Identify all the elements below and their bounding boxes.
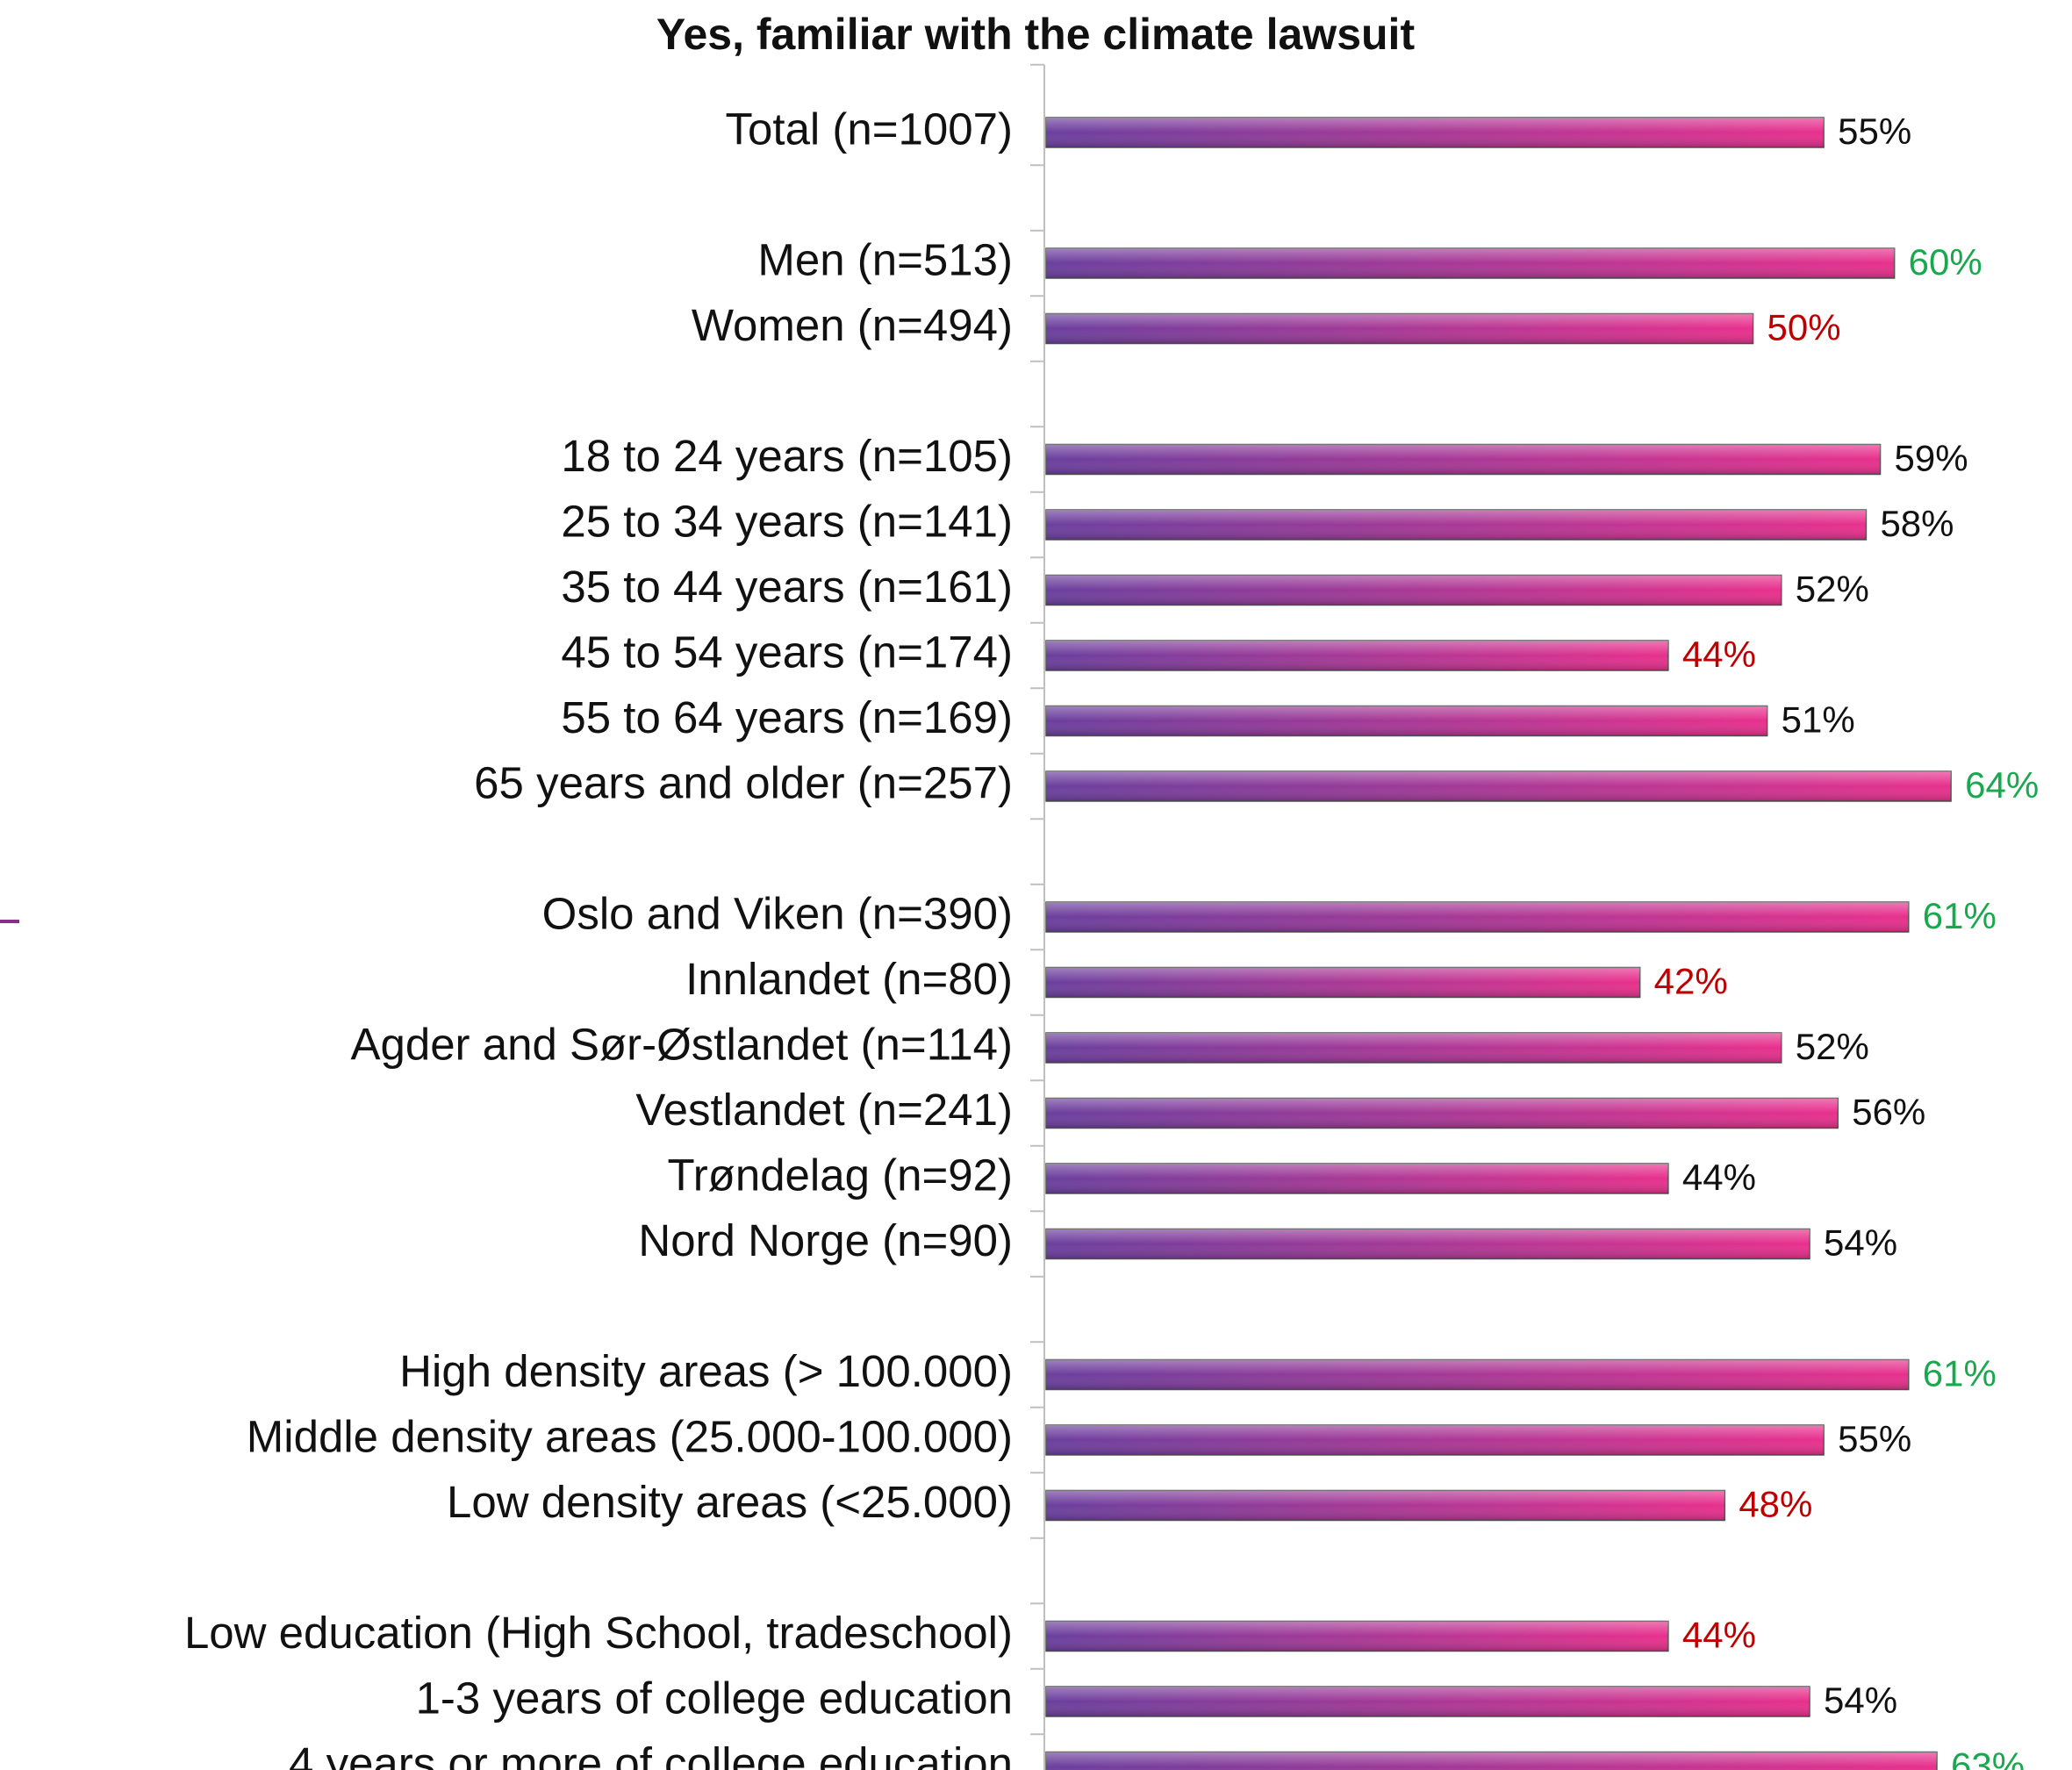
category-label: 35 to 44 years (n=161): [561, 562, 1013, 612]
value-label: 59%: [1895, 438, 1968, 479]
category-label: Oslo and Viken (n=390): [542, 888, 1013, 938]
category-label: Vestlandet (n=241): [635, 1085, 1013, 1135]
category-label: 25 to 34 years (n=141): [561, 496, 1013, 546]
category-label: Low density areas (<25.000): [447, 1477, 1013, 1527]
bar-shine: [1046, 1621, 1668, 1652]
category-label: Total (n=1007): [726, 104, 1013, 154]
value-label: 51%: [1782, 699, 1855, 741]
value-label: 60%: [1909, 241, 1982, 283]
category-label: 18 to 24 years (n=105): [561, 431, 1013, 481]
bar-shine: [1046, 1359, 1909, 1390]
bar-shine: [1046, 118, 1825, 147]
category-label: Trøndelag (n=92): [667, 1150, 1013, 1200]
category-label: Middle density areas (25.000-100.000): [247, 1411, 1013, 1461]
bar-shine: [1046, 1490, 1725, 1521]
value-label: 44%: [1682, 1615, 1756, 1656]
bar-shine: [1046, 313, 1753, 344]
category-label: 1-3 years of college education: [416, 1673, 1013, 1723]
bar-shine: [1046, 1687, 1810, 1716]
value-label: 42%: [1654, 961, 1728, 1002]
bar-shine: [1046, 248, 1895, 278]
bar-shine: [1046, 967, 1640, 998]
value-label: 61%: [1923, 895, 1997, 936]
value-label: 58%: [1880, 503, 1954, 544]
value-label: 44%: [1682, 634, 1756, 675]
bar-shine: [1046, 575, 1782, 606]
bar-shine: [1046, 902, 1909, 932]
bar-shine: [1046, 510, 1867, 540]
value-label: 55%: [1838, 1418, 1911, 1459]
chart-title: Yes, familiar with the climate lawsuit: [656, 10, 1416, 59]
value-label: 48%: [1739, 1484, 1812, 1525]
value-label: 61%: [1923, 1353, 1997, 1394]
category-label: Agder and Sør-Østlandet (n=114): [350, 1019, 1013, 1069]
bar-shine: [1046, 1164, 1668, 1193]
value-label: 54%: [1824, 1680, 1897, 1721]
bar-shine: [1046, 1425, 1825, 1455]
value-label: 44%: [1682, 1157, 1756, 1198]
value-label: 55%: [1838, 111, 1911, 152]
bar-shine: [1046, 771, 1952, 801]
bar-shine: [1046, 444, 1881, 475]
category-label: 55 to 64 years (n=169): [561, 692, 1013, 742]
value-label: 52%: [1796, 1026, 1869, 1067]
bar-shine: [1046, 1033, 1782, 1063]
value-label: 54%: [1824, 1222, 1897, 1264]
value-label: 56%: [1852, 1092, 1925, 1133]
category-label: 4 years or more of college education: [289, 1738, 1013, 1770]
bar-shine: [1046, 641, 1668, 670]
category-label: 65 years and older (n=257): [474, 757, 1013, 807]
bar-shine: [1046, 1752, 1937, 1770]
category-label: Nord Norge (n=90): [638, 1215, 1013, 1265]
category-label: 45 to 54 years (n=174): [561, 627, 1013, 677]
value-label: 52%: [1796, 569, 1869, 610]
category-label: Low education (High School, tradeschool): [184, 1608, 1013, 1658]
category-label: High density areas (> 100.000): [399, 1346, 1013, 1396]
bar-shine: [1046, 1229, 1810, 1259]
category-label: Men (n=513): [757, 234, 1013, 284]
value-label: 64%: [1965, 764, 2039, 806]
category-label: Women (n=494): [692, 300, 1013, 350]
value-label: 50%: [1767, 307, 1841, 348]
bar-shine: [1046, 1098, 1839, 1129]
bar-shine: [1046, 706, 1767, 736]
value-label: 63%: [1951, 1745, 2025, 1770]
category-label: Innlandet (n=80): [685, 954, 1013, 1004]
